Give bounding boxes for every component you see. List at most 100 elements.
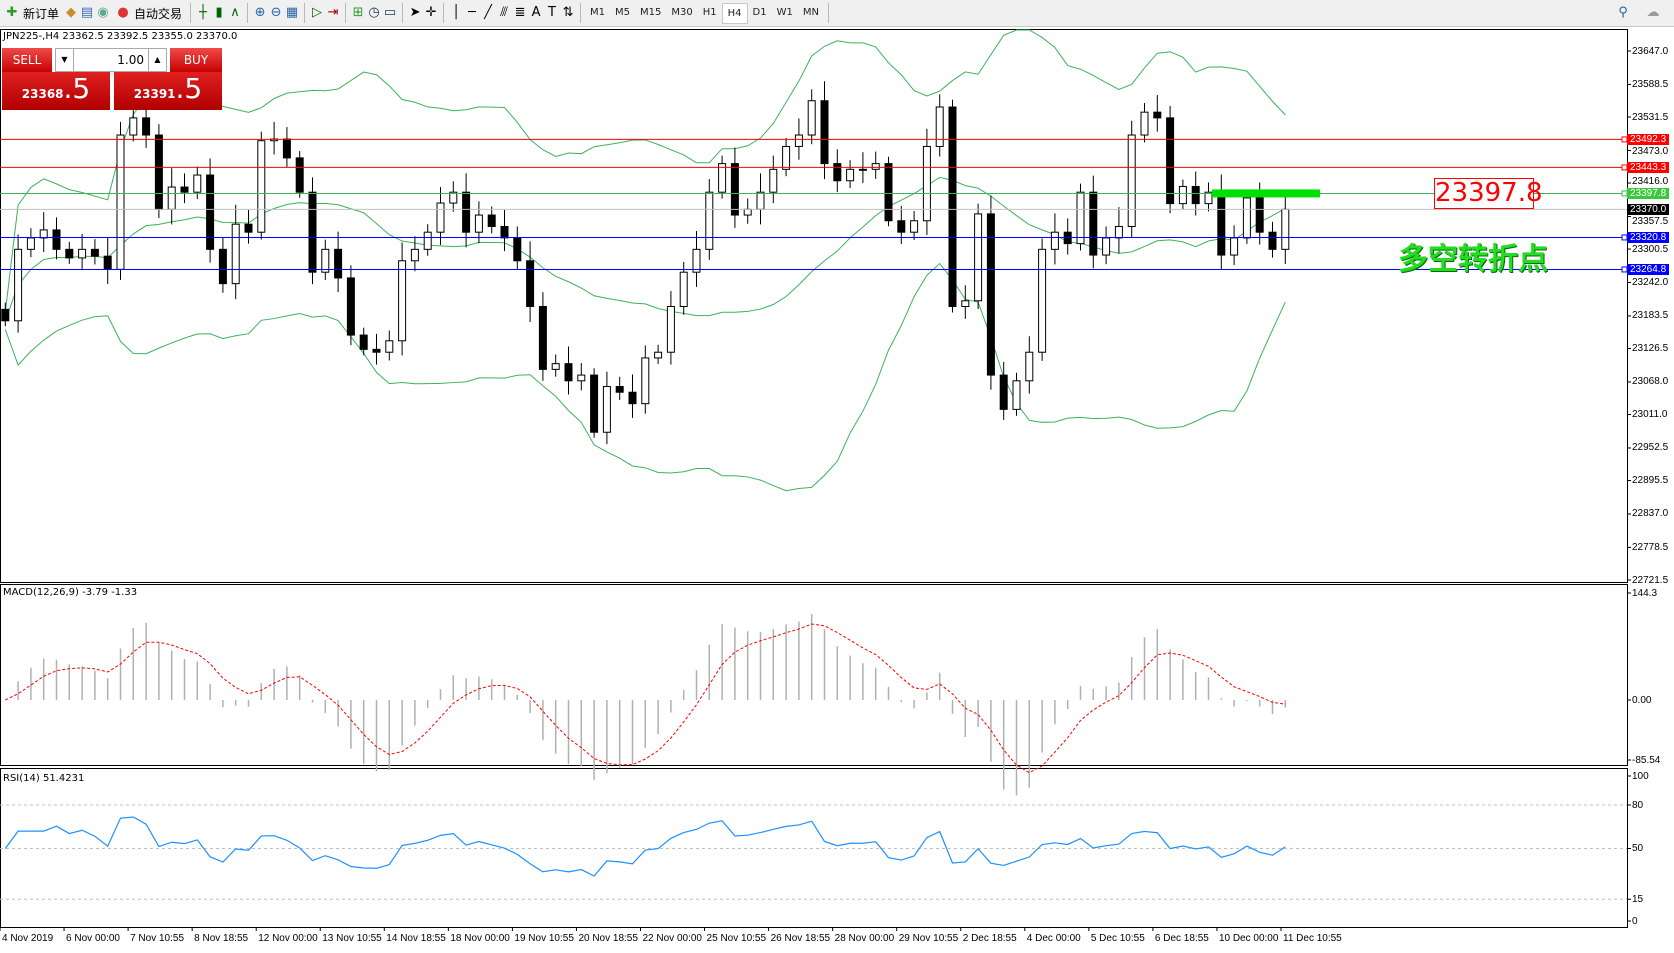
timeframe-m15[interactable]: M15 bbox=[640, 6, 662, 18]
time-axis-label: 25 Nov 10:55 bbox=[706, 933, 767, 944]
time-axis-label: 10 Dec 00:00 bbox=[1218, 933, 1279, 944]
bear-candle bbox=[897, 220, 906, 233]
arrows-icon[interactable]: ⇅ bbox=[562, 5, 574, 20]
bull-candle bbox=[385, 340, 394, 353]
timeframe-m5[interactable]: M5 bbox=[615, 6, 631, 18]
timeframe-w1[interactable]: W1 bbox=[776, 6, 793, 18]
time-axis-label: 4 Nov 2019 bbox=[2, 933, 54, 944]
price-tick-label: 23357.5 bbox=[1632, 215, 1669, 227]
increase-lot-button[interactable]: ▲ bbox=[148, 49, 166, 71]
navigator-icon[interactable]: ◉ bbox=[97, 5, 109, 20]
data-window-icon[interactable]: ▤ bbox=[80, 5, 94, 20]
sell-button[interactable]: SELL bbox=[2, 48, 52, 72]
zoom-out-icon[interactable]: ⊖ bbox=[270, 5, 282, 20]
decrease-lot-button[interactable]: ▼ bbox=[56, 49, 74, 71]
toolbar: ✚ 新订单 ◆ ▤ ◉ ● 自动交易 ┼ ▮ ∧ ⊕ ⊖ ▦ ▷ ⇥ ⊞ ◷ ▭ ➤… bbox=[0, 0, 1674, 27]
rsi-axis-label: 0 bbox=[1632, 915, 1638, 927]
search-icon[interactable]: ⚲ bbox=[1618, 5, 1628, 20]
chart-canvas[interactable] bbox=[0, 29, 1674, 949]
chart-shift-icon[interactable]: ⇥ bbox=[327, 5, 339, 20]
periods-icon[interactable]: ◷ bbox=[368, 5, 380, 20]
bull-candle bbox=[910, 220, 919, 233]
fibonacci-icon[interactable]: ⫻ bbox=[500, 5, 508, 20]
zoom-in-icon[interactable]: ⊕ bbox=[254, 5, 266, 20]
level-price-tag: 23397.8 bbox=[1627, 187, 1670, 199]
bear-candle bbox=[346, 277, 355, 336]
bear-candle bbox=[1255, 197, 1264, 233]
bear-candle bbox=[103, 255, 112, 270]
chart-window[interactable] bbox=[0, 29, 1674, 949]
price-tick-label: 22778.5 bbox=[1632, 541, 1669, 553]
price-tick-label: 23416.0 bbox=[1632, 175, 1669, 187]
lot-size-input[interactable]: 1.00 bbox=[117, 53, 144, 67]
text-label-icon[interactable]: T bbox=[548, 5, 556, 20]
timeframe-m1[interactable]: M1 bbox=[590, 6, 606, 18]
pivot-zone-bar bbox=[1212, 189, 1320, 198]
bull-candle bbox=[193, 174, 202, 193]
trendline-icon[interactable]: ╱ bbox=[484, 5, 492, 20]
chat-icon[interactable]: ☁ bbox=[1646, 5, 1660, 20]
rsi-axis-label: 100 bbox=[1632, 770, 1649, 782]
bear-candle bbox=[1089, 191, 1098, 256]
cursor-icon[interactable]: ➤ bbox=[409, 5, 421, 20]
bull-candle bbox=[1012, 380, 1021, 410]
bull-candle bbox=[1242, 197, 1251, 239]
timeframe-h1[interactable]: H1 bbox=[702, 6, 717, 18]
timeframe-mn[interactable]: MN bbox=[802, 6, 819, 18]
time-axis-label: 19 Nov 10:55 bbox=[514, 933, 574, 944]
bull-candle bbox=[1204, 191, 1213, 205]
fibo-fan-icon[interactable]: ≣ bbox=[514, 5, 526, 20]
bear-candle bbox=[372, 348, 381, 353]
bear-candle bbox=[154, 134, 163, 210]
sell-price[interactable]: 23368.5 bbox=[2, 72, 110, 110]
timeframe-m30[interactable]: M30 bbox=[671, 6, 693, 18]
one-click-trading-panel: SELL ▼ 1.00 ▲ BUY 23368.5 23391.5 bbox=[2, 48, 222, 112]
time-axis-label: 18 Nov 00:00 bbox=[450, 933, 510, 944]
bollinger-lower bbox=[4, 262, 1286, 492]
price-tick-label: 23126.5 bbox=[1632, 343, 1669, 354]
time-axis-label: 26 Nov 18:55 bbox=[770, 933, 831, 944]
crosshair-icon[interactable]: ✛ bbox=[425, 5, 437, 20]
bull-candle bbox=[577, 374, 586, 382]
indicators-icon[interactable]: ⊞ bbox=[352, 5, 364, 20]
bull-candle bbox=[846, 168, 855, 182]
bull-candle bbox=[410, 248, 419, 262]
bear-candle bbox=[948, 106, 957, 307]
buy-button[interactable]: BUY bbox=[170, 48, 222, 72]
bar-chart-icon[interactable]: ┼ bbox=[199, 5, 207, 20]
level-price-tag: 23443.3 bbox=[1627, 161, 1670, 173]
bear-candle bbox=[295, 157, 304, 193]
market-watch-icon[interactable]: ◆ bbox=[66, 5, 77, 20]
line-chart-icon[interactable]: ∧ bbox=[230, 5, 240, 20]
bull-candle bbox=[602, 386, 611, 433]
lot-size-stepper[interactable]: ▼ 1.00 ▲ bbox=[55, 48, 167, 72]
bear-candle bbox=[308, 191, 317, 273]
price-tick-label: 23531.5 bbox=[1632, 111, 1669, 123]
timeframe-h4[interactable]: H4 bbox=[721, 2, 748, 24]
bear-candle bbox=[334, 248, 343, 279]
main-panel-frame bbox=[0, 29, 1628, 583]
bull-candle bbox=[743, 208, 752, 216]
templates-icon[interactable]: ▭ bbox=[383, 5, 397, 20]
bull-candle bbox=[474, 214, 483, 233]
bear-candle bbox=[244, 223, 253, 233]
buy-price[interactable]: 23391.5 bbox=[114, 72, 222, 110]
auto-trading-button[interactable]: ● 自动交易 bbox=[111, 1, 186, 25]
chart-header: JPN225-,H4 23362.5 23392.5 23355.0 23370… bbox=[3, 31, 238, 42]
bull-candle bbox=[692, 248, 701, 273]
auto-trading-icon: ● bbox=[117, 5, 129, 20]
vertical-line-icon[interactable]: │ bbox=[452, 5, 460, 20]
horizontal-line-icon[interactable]: ─ bbox=[468, 5, 476, 20]
new-order-button[interactable]: ✚ 新订单 bbox=[0, 1, 63, 25]
tile-windows-icon[interactable]: ▦ bbox=[285, 5, 299, 20]
rsi-label: RSI(14) 51.4231 bbox=[3, 773, 85, 784]
time-axis-label: 7 Nov 10:55 bbox=[130, 933, 185, 944]
pivot-annotation: 多空转折点 bbox=[1398, 242, 1548, 277]
timeframe-d1[interactable]: D1 bbox=[752, 6, 767, 18]
autoscroll-icon[interactable]: ▷ bbox=[312, 5, 323, 20]
bollinger-middle bbox=[4, 176, 1286, 321]
text-icon[interactable]: A bbox=[531, 5, 541, 20]
bear-candle bbox=[730, 163, 739, 216]
candlestick-icon[interactable]: ▮ bbox=[215, 5, 223, 20]
macd-axis-label: -85.54 bbox=[1632, 754, 1661, 766]
